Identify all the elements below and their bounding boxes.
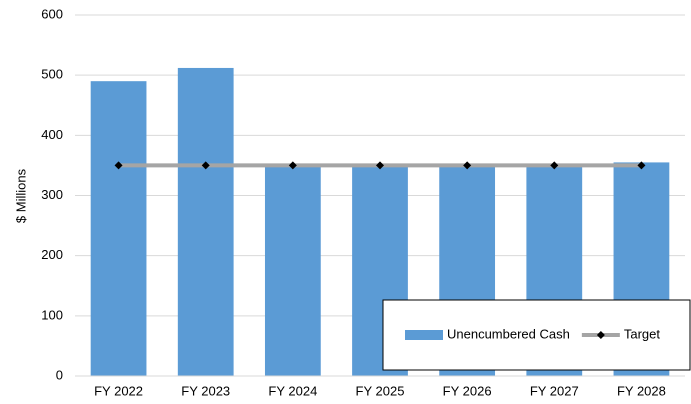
- y-tick-label: 400: [41, 127, 63, 142]
- marker: [550, 161, 559, 170]
- bar: [90, 81, 147, 376]
- legend-label: Target: [624, 326, 661, 341]
- marker: [114, 161, 123, 170]
- y-axis-label: $ Millions: [13, 168, 28, 223]
- bar: [177, 67, 234, 377]
- marker: [288, 161, 297, 170]
- x-tick-label: FY 2024: [268, 383, 317, 398]
- legend-marker: [596, 331, 605, 339]
- legend-swatch: [405, 330, 443, 340]
- x-tick-label: FY 2022: [94, 383, 143, 398]
- x-tick-label: FY 2028: [617, 383, 666, 398]
- y-tick-label: 200: [41, 247, 63, 262]
- x-tick-label: FY 2027: [530, 383, 579, 398]
- y-tick-label: 300: [41, 187, 63, 202]
- marker: [463, 161, 472, 170]
- marker: [637, 161, 646, 170]
- y-tick-label: 0: [56, 367, 63, 382]
- y-tick-label: 600: [41, 6, 63, 21]
- y-tick-label: 500: [41, 67, 63, 82]
- x-tick-label: FY 2025: [356, 383, 405, 398]
- legend-label: Unencumbered Cash: [447, 326, 570, 341]
- y-tick-label: 100: [41, 307, 63, 322]
- marker: [376, 161, 384, 170]
- bar: [264, 165, 321, 376]
- x-tick-label: FY 2026: [443, 383, 492, 398]
- marker: [201, 161, 210, 170]
- x-tick-label: FY 2023: [181, 383, 230, 398]
